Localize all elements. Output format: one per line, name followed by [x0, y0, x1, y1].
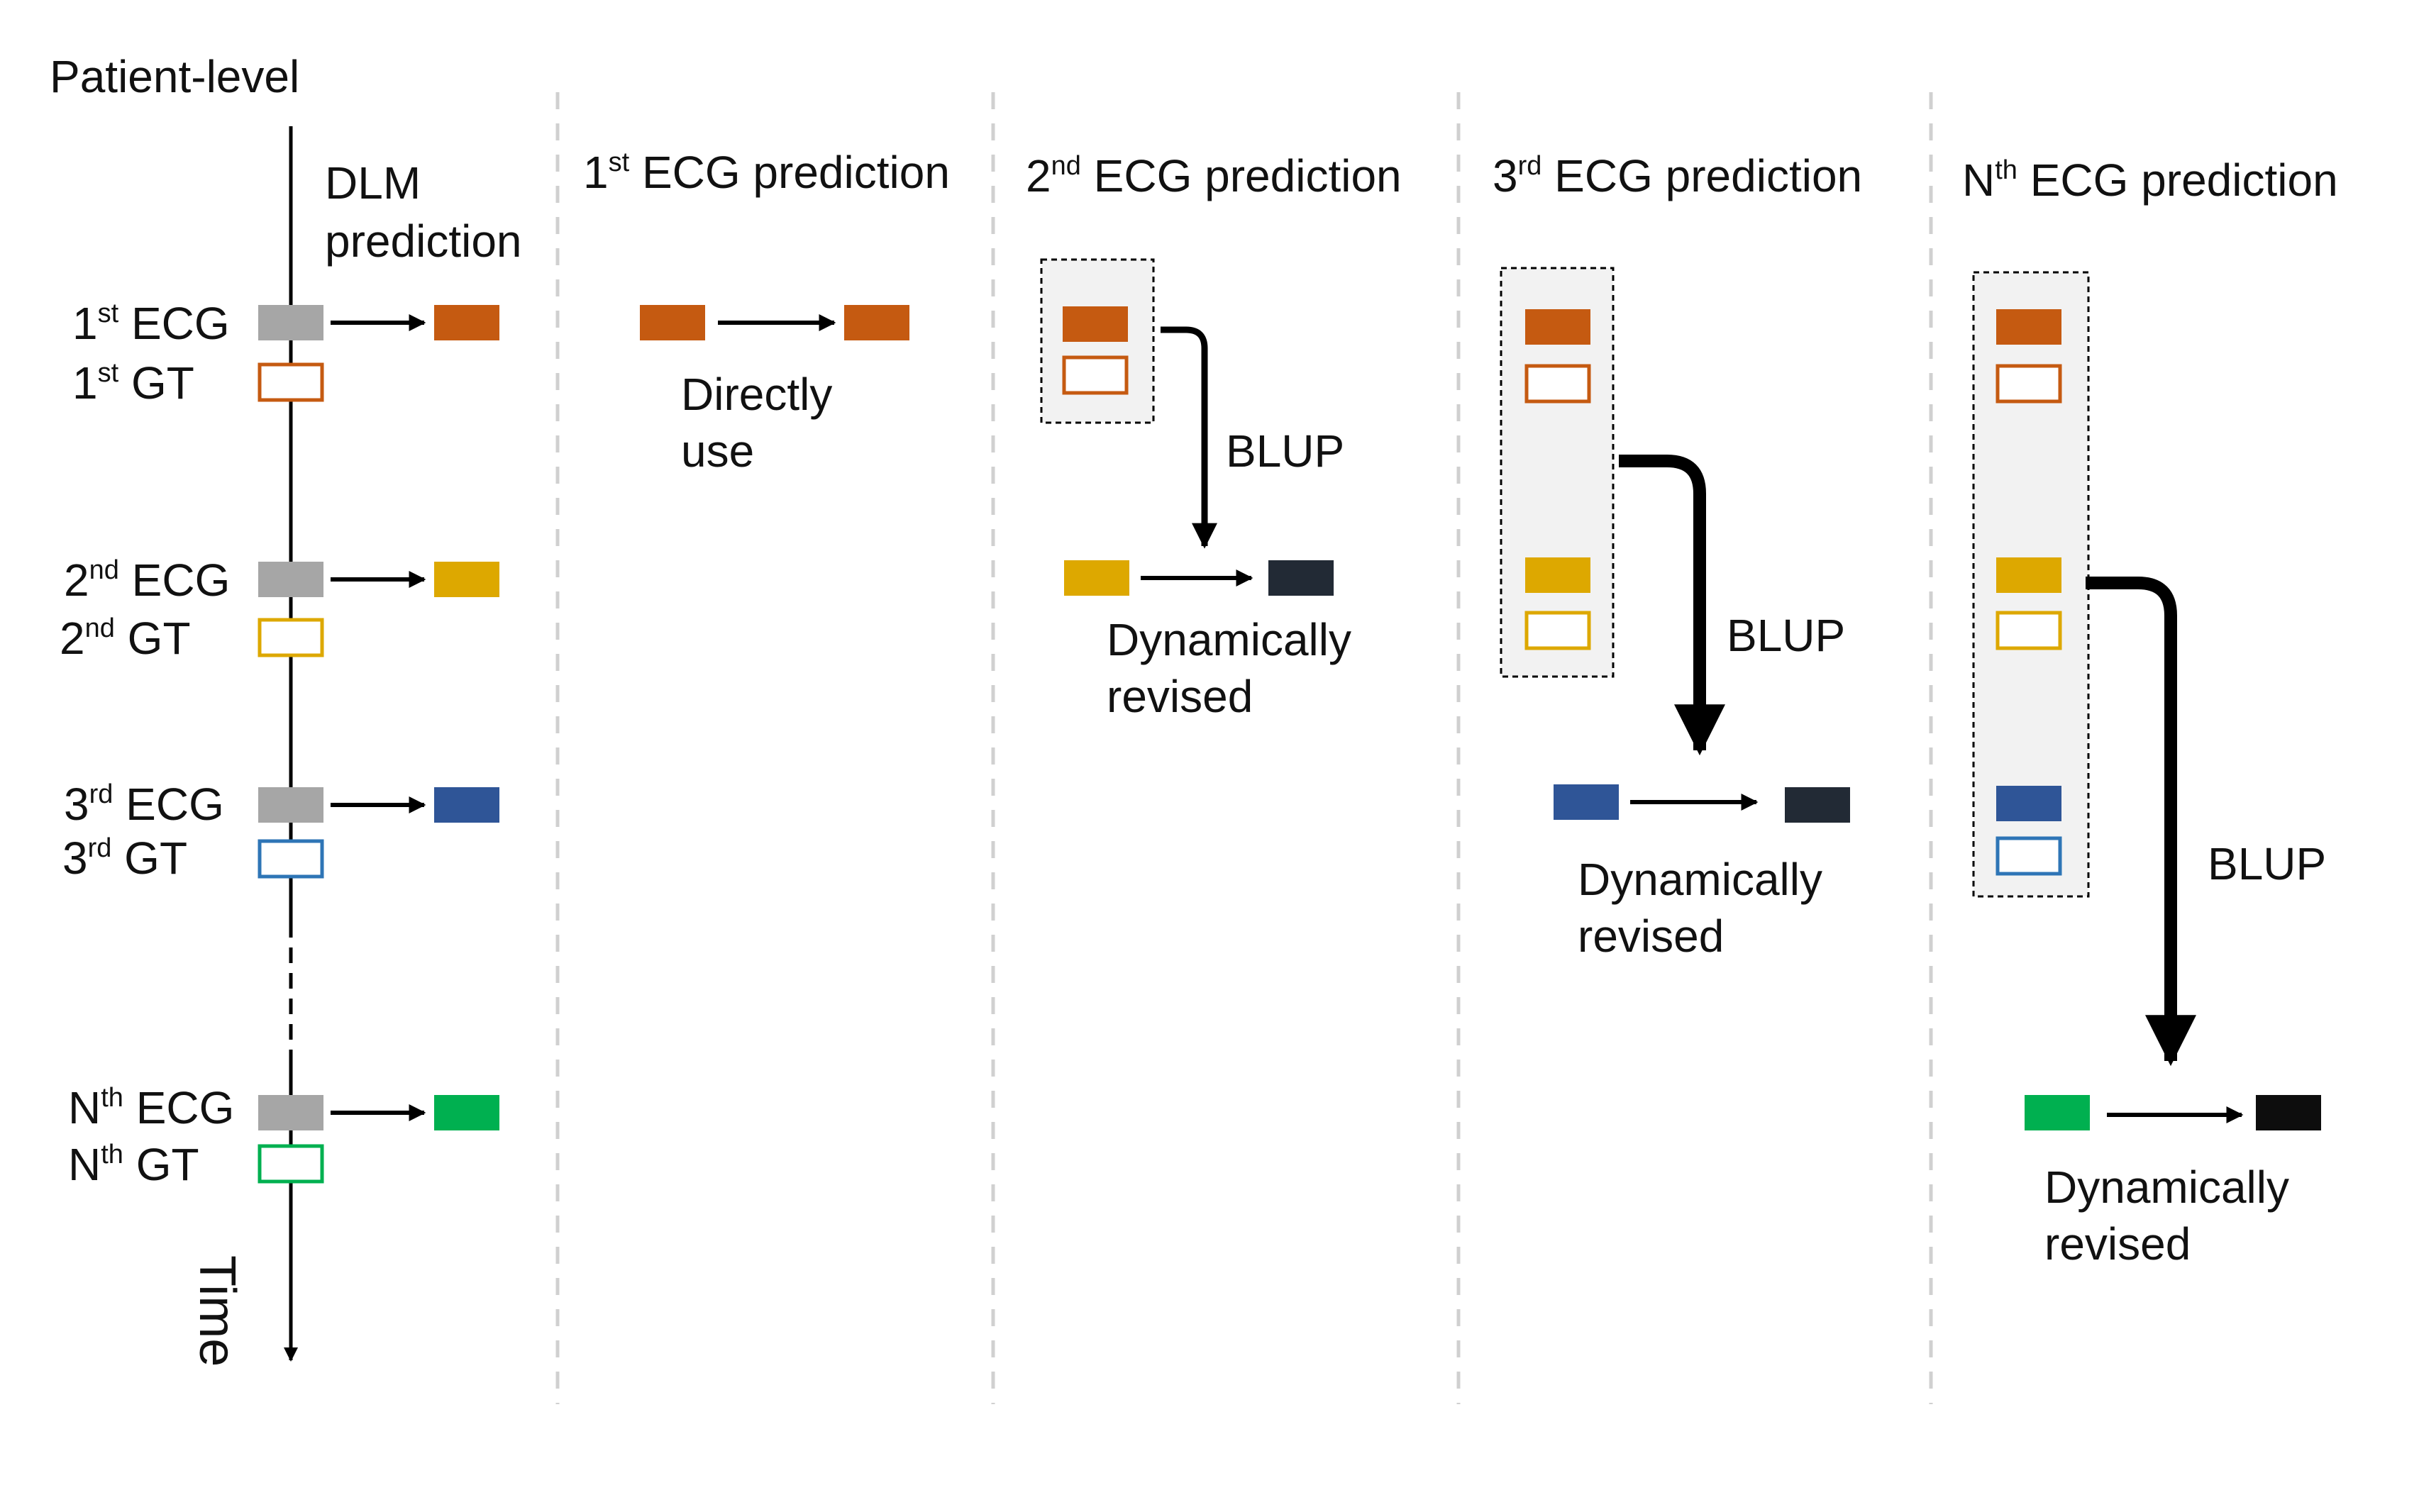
column-nth-prediction: Nth ECG prediction BLUP Dynamically revi…	[1962, 155, 2338, 1269]
gt-label-1: 1st GT	[72, 357, 194, 408]
coln-second-gt-box	[1995, 611, 2062, 650]
ecg-label-3: 3rd ECG	[64, 779, 224, 830]
ecg-box-3	[258, 787, 323, 823]
col1-note-line1: Directly	[681, 369, 832, 420]
col3-note-line1: Dynamically	[1578, 854, 1822, 905]
col3-second-pred-box	[1525, 557, 1590, 593]
col3-blup-arrow	[1619, 455, 1725, 756]
gt-box-3	[258, 839, 324, 879]
dlm-prediction-box-1	[434, 305, 499, 340]
col3-second-gt-box	[1524, 611, 1591, 650]
col3-first-gt-box	[1524, 364, 1591, 404]
col3-current-pred-box	[1554, 784, 1619, 820]
ecg-box-2	[258, 562, 323, 597]
gt-label-n: Nth GT	[68, 1139, 199, 1190]
time-axis-label: Time	[189, 1255, 245, 1367]
column-heading-3: 3rd ECG prediction	[1493, 150, 1862, 201]
coln-third-gt-box	[1995, 836, 2062, 876]
gt-box-1	[258, 362, 324, 402]
dlm-prediction-box-n	[434, 1095, 499, 1130]
timeline-row-n: Nth ECG Nth GT	[68, 1082, 499, 1190]
col1-output-box	[844, 305, 909, 340]
coln-first-gt-box	[1995, 364, 2062, 404]
timeline-row-1: 1st ECG 1st GT	[72, 298, 499, 408]
dlm-prediction-box-3	[434, 787, 499, 823]
col2-current-pred-box	[1064, 560, 1129, 596]
timeline-row-3: 3rd ECG 3rd GT	[62, 779, 499, 884]
col1-note-line2: use	[681, 426, 754, 477]
dlm-prediction-box-2	[434, 562, 499, 597]
gt-box-n	[258, 1144, 324, 1184]
coln-current-pred-box	[2025, 1095, 2090, 1130]
col3-blup-label: BLUP	[1727, 610, 1845, 661]
gt-box-2	[258, 618, 324, 657]
coln-revised-box	[2256, 1095, 2321, 1130]
gt-label-3: 3rd GT	[62, 833, 187, 884]
col2-note-line2: revised	[1107, 671, 1253, 722]
col3-revised-box	[1785, 787, 1850, 823]
col2-prev-gt-box	[1062, 355, 1129, 395]
ecg-label-n: Nth ECG	[68, 1082, 234, 1133]
ecg-label-1: 1st ECG	[72, 298, 230, 349]
patient-timeline: Patient-level DLM prediction Time 1st EC…	[50, 51, 522, 1367]
coln-note-line1: Dynamically	[2044, 1162, 2289, 1213]
dlm-label-line1: DLM	[325, 157, 421, 209]
col3-note-line2: revised	[1578, 911, 1724, 962]
coln-second-pred-box	[1996, 557, 2061, 593]
col2-blup-label: BLUP	[1226, 426, 1344, 477]
coln-blup-arrow	[2086, 577, 2196, 1067]
column-heading-2: 2nd ECG prediction	[1026, 150, 1402, 201]
col2-note-line1: Dynamically	[1107, 614, 1351, 665]
coln-note-line2: revised	[2044, 1218, 2191, 1269]
timeline-title: Patient-level	[50, 51, 299, 102]
col2-prev-pred-box	[1063, 306, 1128, 342]
col1-input-box	[640, 305, 705, 340]
column-heading-n: Nth ECG prediction	[1962, 155, 2338, 206]
column-2nd-prediction: 2nd ECG prediction BLUP Dynamically revi…	[1026, 150, 1402, 722]
coln-third-pred-box	[1996, 786, 2061, 821]
column-heading-1: 1st ECG prediction	[583, 147, 950, 198]
dlm-label-line2: prediction	[325, 216, 522, 267]
col2-blup-arrow	[1161, 326, 1217, 549]
coln-first-pred-box	[1996, 309, 2061, 345]
ecg-box-1	[258, 305, 323, 340]
ecg-label-2: 2nd ECG	[64, 555, 230, 606]
column-3rd-prediction: 3rd ECG prediction BLUP Dynamically revi…	[1493, 150, 1862, 962]
coln-blup-label: BLUP	[2208, 838, 2326, 889]
timeline-row-2: 2nd ECG 2nd GT	[60, 555, 499, 664]
column-dividers	[555, 92, 1933, 1404]
col2-revised-box	[1268, 560, 1334, 596]
ecg-box-n	[258, 1095, 323, 1130]
col3-first-pred-box	[1525, 309, 1590, 345]
column-1st-prediction: 1st ECG prediction Directly use	[583, 147, 950, 477]
gt-label-2: 2nd GT	[60, 613, 191, 664]
